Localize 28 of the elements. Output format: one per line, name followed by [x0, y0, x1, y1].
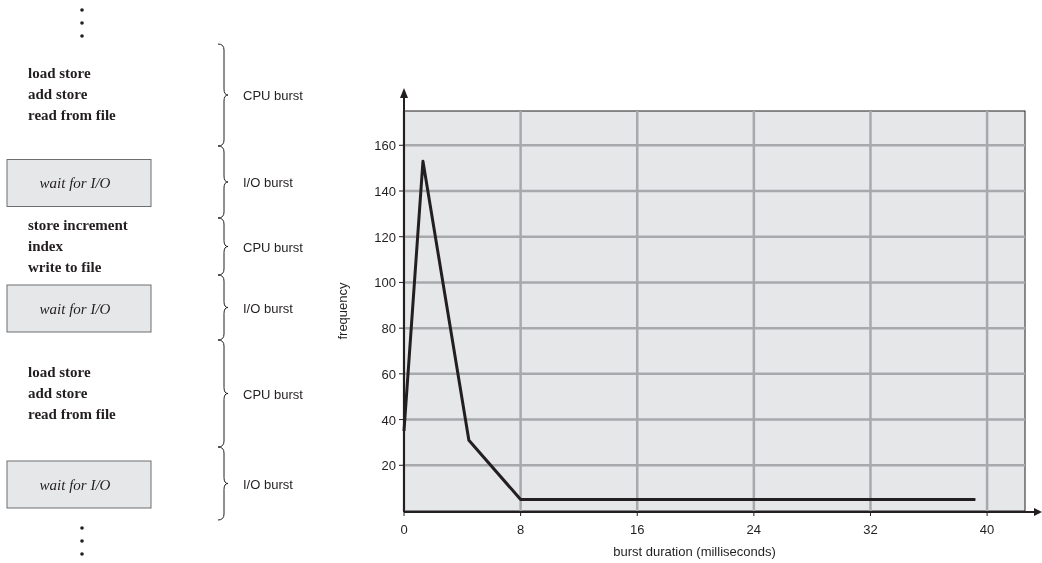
x-tick-label: 16 — [630, 522, 645, 537]
x-tick-label: 24 — [746, 522, 762, 537]
x-tick-label: 32 — [863, 522, 878, 537]
text: wait for I/O — [39, 175, 111, 191]
y-tick-label: 60 — [381, 366, 396, 382]
y-tick-label: 100 — [374, 275, 396, 291]
category-label: CPU burst — [243, 88, 304, 103]
x-axis-title: burst duration (milliseconds) — [613, 544, 776, 559]
text: load store add store read from file — [28, 363, 117, 422]
x-tick-label: 0 — [400, 522, 408, 537]
text: load store add store read from file — [28, 65, 117, 123]
y-tick-label: 120 — [374, 229, 396, 245]
y-tick-label: 160 — [374, 138, 396, 154]
x-tick-label: 40 — [979, 522, 995, 537]
category-label: I/O burst — [243, 300, 294, 316]
text: wait for I/O — [39, 476, 111, 493]
y-tick-label: 20 — [381, 458, 396, 474]
category-label: CPU burst — [243, 239, 304, 255]
y-tick-label: 140 — [374, 184, 396, 199]
y-axis-title: frequency — [335, 281, 350, 340]
text: wait for I/O — [39, 300, 111, 317]
text: store increment index write to file — [28, 216, 128, 275]
y-tick-label: 40 — [381, 412, 396, 428]
x-tick-label: 8 — [517, 522, 525, 537]
category-label: I/O burst — [243, 476, 294, 492]
y-tick-label: 80 — [381, 321, 396, 337]
category-label: CPU burst — [243, 386, 304, 402]
category-label: I/O burst — [243, 175, 294, 190]
